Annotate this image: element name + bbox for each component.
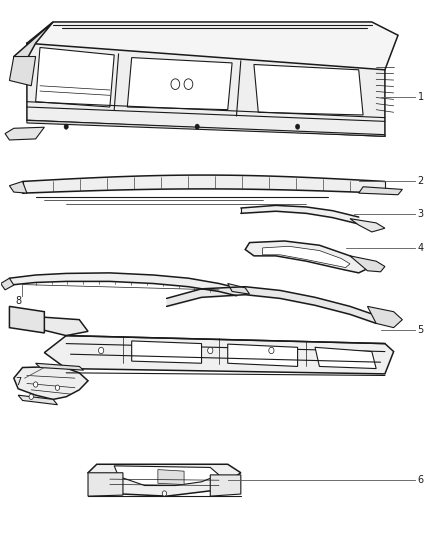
Polygon shape bbox=[350, 256, 385, 272]
Circle shape bbox=[29, 394, 33, 399]
Polygon shape bbox=[158, 470, 184, 484]
Circle shape bbox=[208, 348, 213, 354]
Polygon shape bbox=[18, 316, 88, 336]
Polygon shape bbox=[210, 475, 241, 496]
Text: 7: 7 bbox=[15, 377, 21, 387]
Polygon shape bbox=[350, 219, 385, 232]
Polygon shape bbox=[10, 181, 27, 193]
Text: 8: 8 bbox=[15, 296, 21, 306]
Polygon shape bbox=[35, 47, 114, 107]
Polygon shape bbox=[114, 466, 219, 486]
Polygon shape bbox=[14, 22, 53, 75]
Circle shape bbox=[64, 124, 68, 130]
Polygon shape bbox=[27, 43, 385, 136]
Circle shape bbox=[269, 348, 274, 354]
Circle shape bbox=[295, 124, 300, 130]
Text: 3: 3 bbox=[418, 209, 424, 220]
Polygon shape bbox=[367, 306, 403, 328]
Text: 2: 2 bbox=[418, 176, 424, 187]
Text: 5: 5 bbox=[418, 325, 424, 335]
Circle shape bbox=[162, 491, 166, 496]
Polygon shape bbox=[18, 395, 57, 405]
Polygon shape bbox=[44, 336, 394, 374]
Polygon shape bbox=[228, 284, 250, 294]
Polygon shape bbox=[228, 344, 297, 367]
Polygon shape bbox=[27, 22, 398, 83]
Polygon shape bbox=[14, 367, 88, 399]
Polygon shape bbox=[27, 120, 385, 136]
Polygon shape bbox=[5, 127, 44, 140]
Polygon shape bbox=[254, 64, 363, 115]
Polygon shape bbox=[10, 306, 44, 333]
Polygon shape bbox=[88, 464, 241, 496]
Circle shape bbox=[55, 385, 60, 390]
Text: 4: 4 bbox=[418, 243, 424, 253]
Circle shape bbox=[171, 79, 180, 90]
Polygon shape bbox=[263, 246, 350, 268]
Text: 1: 1 bbox=[418, 92, 424, 102]
Polygon shape bbox=[245, 241, 367, 273]
Polygon shape bbox=[359, 187, 403, 195]
Text: 6: 6 bbox=[418, 475, 424, 485]
Circle shape bbox=[184, 79, 193, 90]
Polygon shape bbox=[10, 56, 35, 86]
Circle shape bbox=[33, 382, 38, 387]
Polygon shape bbox=[127, 58, 232, 110]
Polygon shape bbox=[88, 473, 123, 496]
Polygon shape bbox=[35, 364, 84, 370]
Circle shape bbox=[99, 348, 104, 354]
Polygon shape bbox=[315, 348, 376, 368]
Circle shape bbox=[195, 124, 199, 130]
Polygon shape bbox=[132, 341, 201, 364]
Polygon shape bbox=[1, 278, 14, 290]
